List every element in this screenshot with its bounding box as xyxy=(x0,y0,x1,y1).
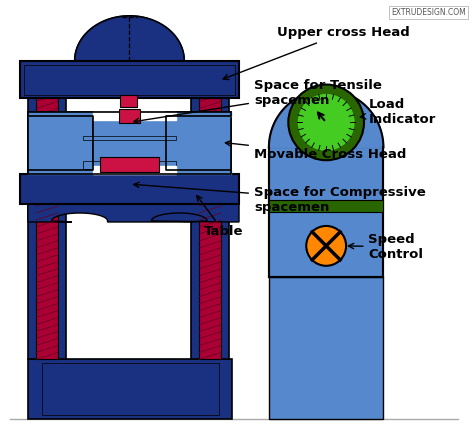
Text: Space for Tensile
spacemen: Space for Tensile spacemen xyxy=(134,79,382,124)
Bar xyxy=(119,95,137,108)
Bar xyxy=(42,363,219,415)
Text: Load
Indicator: Load Indicator xyxy=(360,98,436,127)
Text: Space for Compressive
spacemen: Space for Compressive spacemen xyxy=(134,182,426,214)
Bar xyxy=(82,137,176,140)
Bar xyxy=(269,200,383,212)
Circle shape xyxy=(288,85,364,160)
Bar xyxy=(269,147,383,277)
Polygon shape xyxy=(92,166,176,174)
Bar xyxy=(191,98,229,359)
Bar xyxy=(199,98,221,359)
Bar xyxy=(28,112,92,174)
Polygon shape xyxy=(92,112,176,121)
Bar xyxy=(82,161,176,169)
Polygon shape xyxy=(28,112,231,174)
Bar xyxy=(82,137,176,154)
Text: Table: Table xyxy=(197,196,244,238)
Bar xyxy=(28,98,66,359)
Text: Movable Cross Head: Movable Cross Head xyxy=(226,141,406,161)
Bar xyxy=(166,112,231,174)
Bar xyxy=(100,157,159,172)
Bar xyxy=(28,112,82,172)
Bar xyxy=(20,60,239,98)
Text: Upper cross Head: Upper cross Head xyxy=(223,26,410,79)
Polygon shape xyxy=(75,16,184,60)
Bar xyxy=(118,109,140,124)
Bar xyxy=(269,277,383,419)
Text: Speed
Control: Speed Control xyxy=(348,233,423,261)
Bar xyxy=(92,121,166,166)
Bar xyxy=(176,112,231,172)
Polygon shape xyxy=(269,90,383,147)
Bar xyxy=(82,154,176,169)
Bar xyxy=(28,359,232,419)
Text: EXTRUDESIGN.COM: EXTRUDESIGN.COM xyxy=(392,8,466,17)
Bar xyxy=(82,112,176,154)
Circle shape xyxy=(296,92,356,152)
Bar xyxy=(36,98,58,359)
Bar xyxy=(20,174,239,204)
Polygon shape xyxy=(28,204,239,222)
Bar xyxy=(24,65,235,95)
Circle shape xyxy=(306,226,346,266)
